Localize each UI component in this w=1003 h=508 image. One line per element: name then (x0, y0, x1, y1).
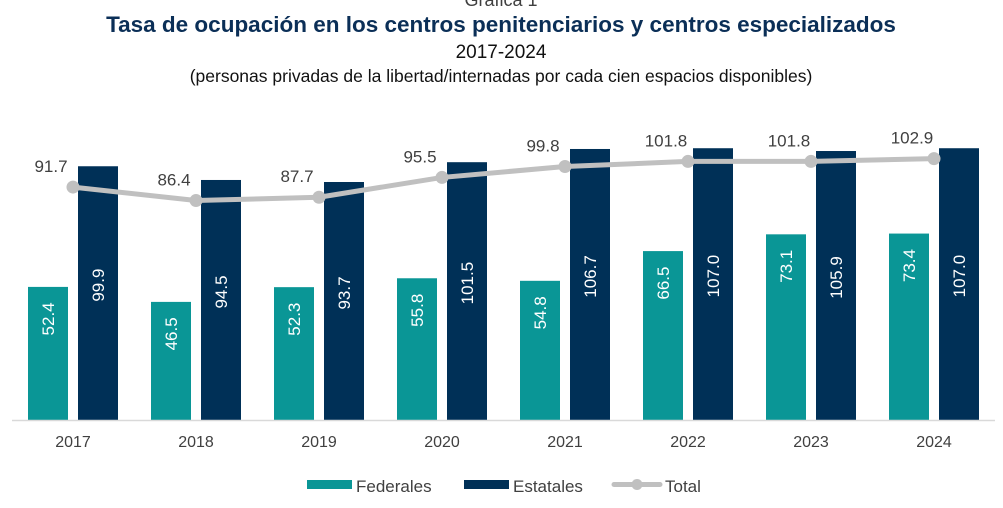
x-tick-label: 2021 (547, 434, 583, 451)
legend-marker-total (631, 479, 643, 490)
legend-swatch-federales (307, 480, 352, 489)
x-tick-label: 2023 (793, 434, 829, 451)
point-label-total: 86.4 (157, 171, 190, 190)
bar-estatales (816, 151, 856, 420)
bar-estatales (447, 162, 487, 420)
x-tick-label: 2017 (55, 434, 91, 451)
point-total (681, 154, 695, 168)
x-tick-label: 2022 (670, 434, 706, 451)
chart-subtitle: 2017-2024 (456, 42, 547, 63)
bar-label-federales: 52.3 (285, 303, 304, 336)
point-label-total: 101.8 (645, 131, 688, 150)
point-total (189, 194, 203, 208)
bar-label-federales: 46.5 (162, 317, 181, 350)
point-label-total: 91.7 (34, 157, 67, 176)
bar-estatales (78, 166, 118, 420)
bar-label-estatales: 105.9 (827, 256, 846, 299)
legend-label-federales: Federales (356, 477, 432, 496)
bar-label-federales: 73.4 (900, 249, 919, 282)
point-label-total: 95.5 (403, 147, 436, 166)
point-total (558, 160, 572, 174)
bar-label-federales: 55.8 (408, 294, 427, 327)
bar-label-estatales: 106.7 (581, 255, 600, 298)
bar-federales (151, 301, 191, 420)
point-label-total: 101.8 (768, 131, 811, 150)
bar-label-federales: 52.4 (39, 302, 58, 335)
legend-label-estatales: Estatales (513, 477, 583, 496)
bar-federales (766, 234, 806, 420)
point-total (435, 170, 449, 184)
bar-federales (28, 286, 68, 420)
bar-label-estatales: 99.9 (89, 269, 108, 302)
chart-title: Tasa de ocupación en los centros peniten… (106, 12, 896, 37)
bar-federales (889, 233, 929, 420)
bar-label-estatales: 107.0 (950, 255, 969, 298)
bar-label-estatales: 94.5 (212, 275, 231, 308)
bar-federales (643, 251, 683, 420)
bar-estatales (324, 182, 364, 420)
x-tick-label: 2020 (424, 434, 460, 451)
x-tick-label: 2019 (301, 434, 337, 451)
bar-estatales (201, 179, 241, 420)
point-total (927, 152, 941, 166)
bar-federales (274, 287, 314, 420)
bar-federales (520, 280, 560, 420)
bar-estatales (939, 148, 979, 420)
bar-estatales (693, 148, 733, 420)
x-tick-label: 2018 (178, 434, 214, 451)
bar-label-estatales: 107.0 (704, 255, 723, 298)
bar-label-federales: 54.8 (531, 296, 550, 329)
line-total (72, 156, 935, 204)
point-total (66, 180, 80, 194)
legend-swatch-estatales (464, 480, 509, 489)
chart-supertitle: Gráfica 1 (464, 0, 537, 10)
chart-subtitle-units: (personas privadas de la libertad/intern… (190, 66, 813, 86)
bar-label-federales: 73.1 (777, 250, 796, 283)
point-label-total: 87.7 (280, 167, 313, 186)
legend-label-total: Total (665, 477, 701, 496)
legend: Federales Estatales Total (307, 477, 701, 496)
bar-label-estatales: 93.7 (335, 276, 354, 309)
point-label-total: 99.8 (526, 137, 559, 156)
point-label-total: 102.9 (891, 129, 934, 148)
bar-estatales (570, 148, 610, 420)
point-total (312, 190, 326, 204)
bar-federales (397, 278, 437, 420)
bar-label-federales: 66.5 (654, 267, 673, 300)
bar-label-estatales: 101.5 (458, 262, 477, 305)
point-total (804, 154, 818, 168)
x-tick-label: 2024 (916, 434, 952, 451)
